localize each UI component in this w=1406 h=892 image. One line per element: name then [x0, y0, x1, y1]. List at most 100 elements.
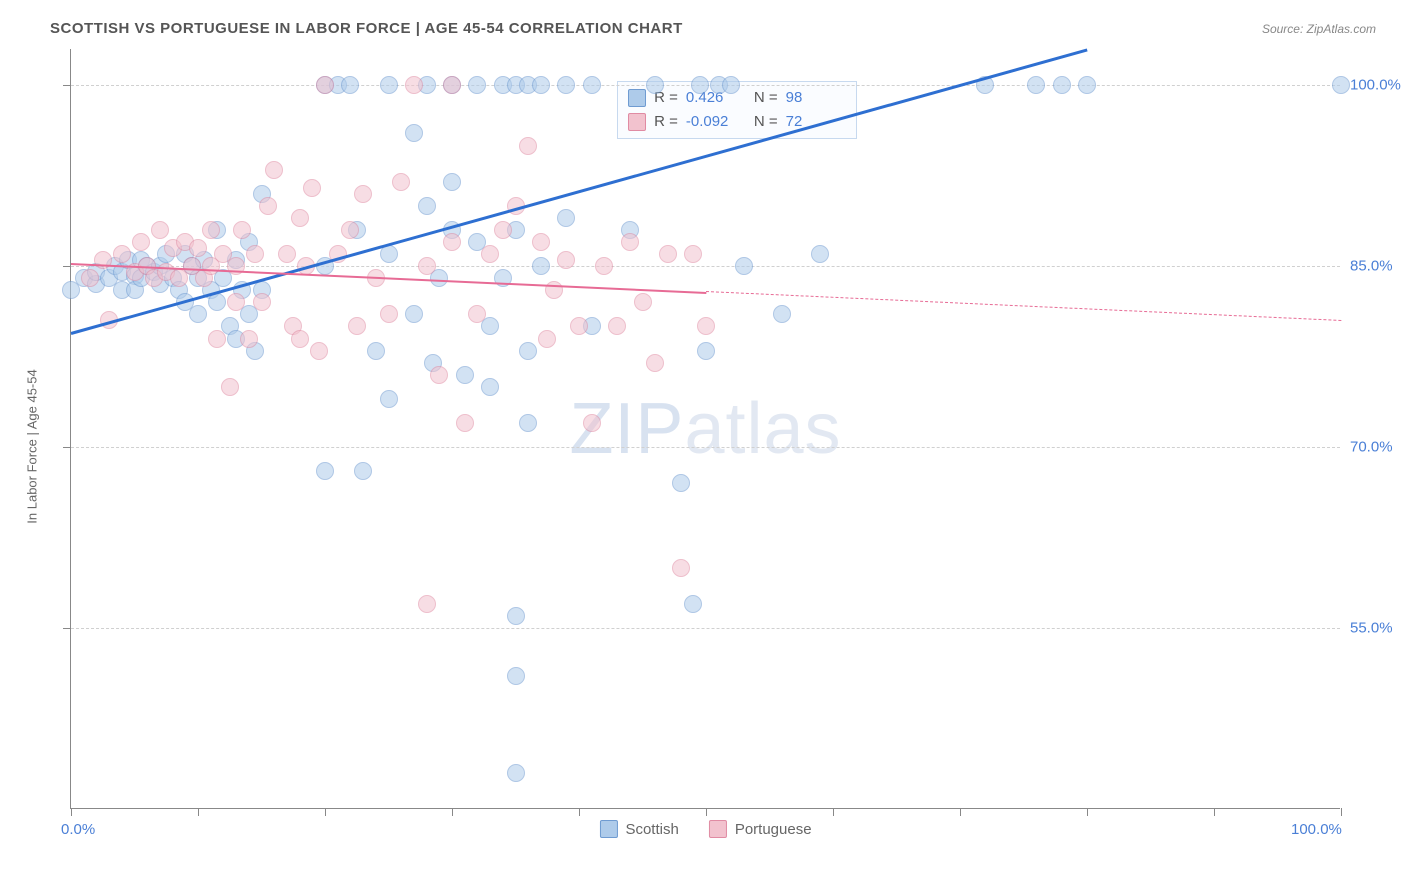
data-point	[265, 161, 283, 179]
chart-container: SCOTTISH VS PORTUGUESE IN LABOR FORCE | …	[0, 0, 1406, 892]
y-tick	[63, 447, 71, 448]
data-point	[672, 474, 690, 492]
data-point	[189, 305, 207, 323]
x-tick	[1341, 808, 1342, 816]
data-point	[532, 233, 550, 251]
data-point	[316, 76, 334, 94]
x-tick	[1087, 808, 1088, 816]
data-point	[1332, 76, 1350, 94]
x-tick	[325, 808, 326, 816]
data-point	[233, 221, 251, 239]
data-point	[494, 221, 512, 239]
data-point	[354, 185, 372, 203]
y-axis-title: In Labor Force | Age 45-54	[25, 369, 40, 523]
data-point	[773, 305, 791, 323]
data-point	[405, 76, 423, 94]
data-point	[570, 317, 588, 335]
data-point	[246, 245, 264, 263]
x-tick	[833, 808, 834, 816]
data-point	[519, 342, 537, 360]
data-point	[608, 317, 626, 335]
data-point	[507, 607, 525, 625]
data-point	[583, 414, 601, 432]
data-point	[532, 257, 550, 275]
data-point	[646, 354, 664, 372]
data-point	[208, 330, 226, 348]
n-label: N =	[754, 86, 778, 110]
x-tick	[579, 808, 580, 816]
watermark-thin: atlas	[684, 389, 841, 469]
data-point	[367, 342, 385, 360]
watermark: ZIPatlas	[569, 388, 841, 470]
data-point	[380, 76, 398, 94]
data-point	[659, 245, 677, 263]
data-point	[538, 330, 556, 348]
x-tick-label: 100.0%	[1291, 821, 1342, 838]
gridline	[71, 628, 1340, 629]
data-point	[1027, 76, 1045, 94]
data-point	[557, 251, 575, 269]
data-point	[519, 137, 537, 155]
data-point	[310, 342, 328, 360]
gridline	[71, 447, 1340, 448]
data-point	[646, 76, 664, 94]
x-tick	[1214, 808, 1215, 816]
y-tick-label: 100.0%	[1350, 77, 1406, 94]
y-tick-label: 85.0%	[1350, 258, 1406, 275]
y-tick	[63, 266, 71, 267]
legend-label: Portuguese	[735, 821, 812, 838]
data-point	[354, 462, 372, 480]
legend-swatch	[628, 89, 646, 107]
data-point	[113, 245, 131, 263]
data-point	[443, 233, 461, 251]
data-point	[151, 221, 169, 239]
legend-item: Scottish	[599, 820, 678, 838]
data-point	[303, 179, 321, 197]
x-tick	[706, 808, 707, 816]
n-value: 98	[786, 86, 846, 110]
data-point	[468, 76, 486, 94]
legend-label: Scottish	[625, 821, 678, 838]
data-point	[430, 366, 448, 384]
y-tick	[63, 628, 71, 629]
r-label: R =	[654, 110, 678, 134]
data-point	[684, 595, 702, 613]
x-tick	[960, 808, 961, 816]
data-point	[81, 269, 99, 287]
data-point	[380, 305, 398, 323]
data-point	[341, 76, 359, 94]
data-point	[405, 124, 423, 142]
y-tick-label: 70.0%	[1350, 439, 1406, 456]
legend-swatch	[628, 113, 646, 131]
data-point	[418, 257, 436, 275]
data-point	[595, 257, 613, 275]
legend-swatch	[599, 820, 617, 838]
gridline	[71, 266, 1340, 267]
data-point	[672, 559, 690, 577]
data-point	[259, 197, 277, 215]
n-label: N =	[754, 110, 778, 134]
data-point	[583, 76, 601, 94]
data-point	[697, 317, 715, 335]
y-tick	[63, 85, 71, 86]
data-point	[621, 233, 639, 251]
regression-line	[706, 291, 1341, 321]
data-point	[532, 76, 550, 94]
data-point	[291, 330, 309, 348]
data-point	[189, 239, 207, 257]
data-point	[221, 378, 239, 396]
x-tick	[71, 808, 72, 816]
plot-area: ZIPatlas R =0.426N =98R =-0.092N =72 Sco…	[70, 49, 1340, 809]
regression-line	[71, 49, 1088, 335]
data-point	[418, 595, 436, 613]
data-point	[405, 305, 423, 323]
data-point	[697, 342, 715, 360]
data-point	[380, 390, 398, 408]
data-point	[418, 197, 436, 215]
data-point	[341, 221, 359, 239]
data-point	[278, 245, 296, 263]
r-value: -0.092	[686, 110, 746, 134]
data-point	[557, 209, 575, 227]
data-point	[443, 76, 461, 94]
title-row: SCOTTISH VS PORTUGUESE IN LABOR FORCE | …	[50, 20, 1376, 37]
